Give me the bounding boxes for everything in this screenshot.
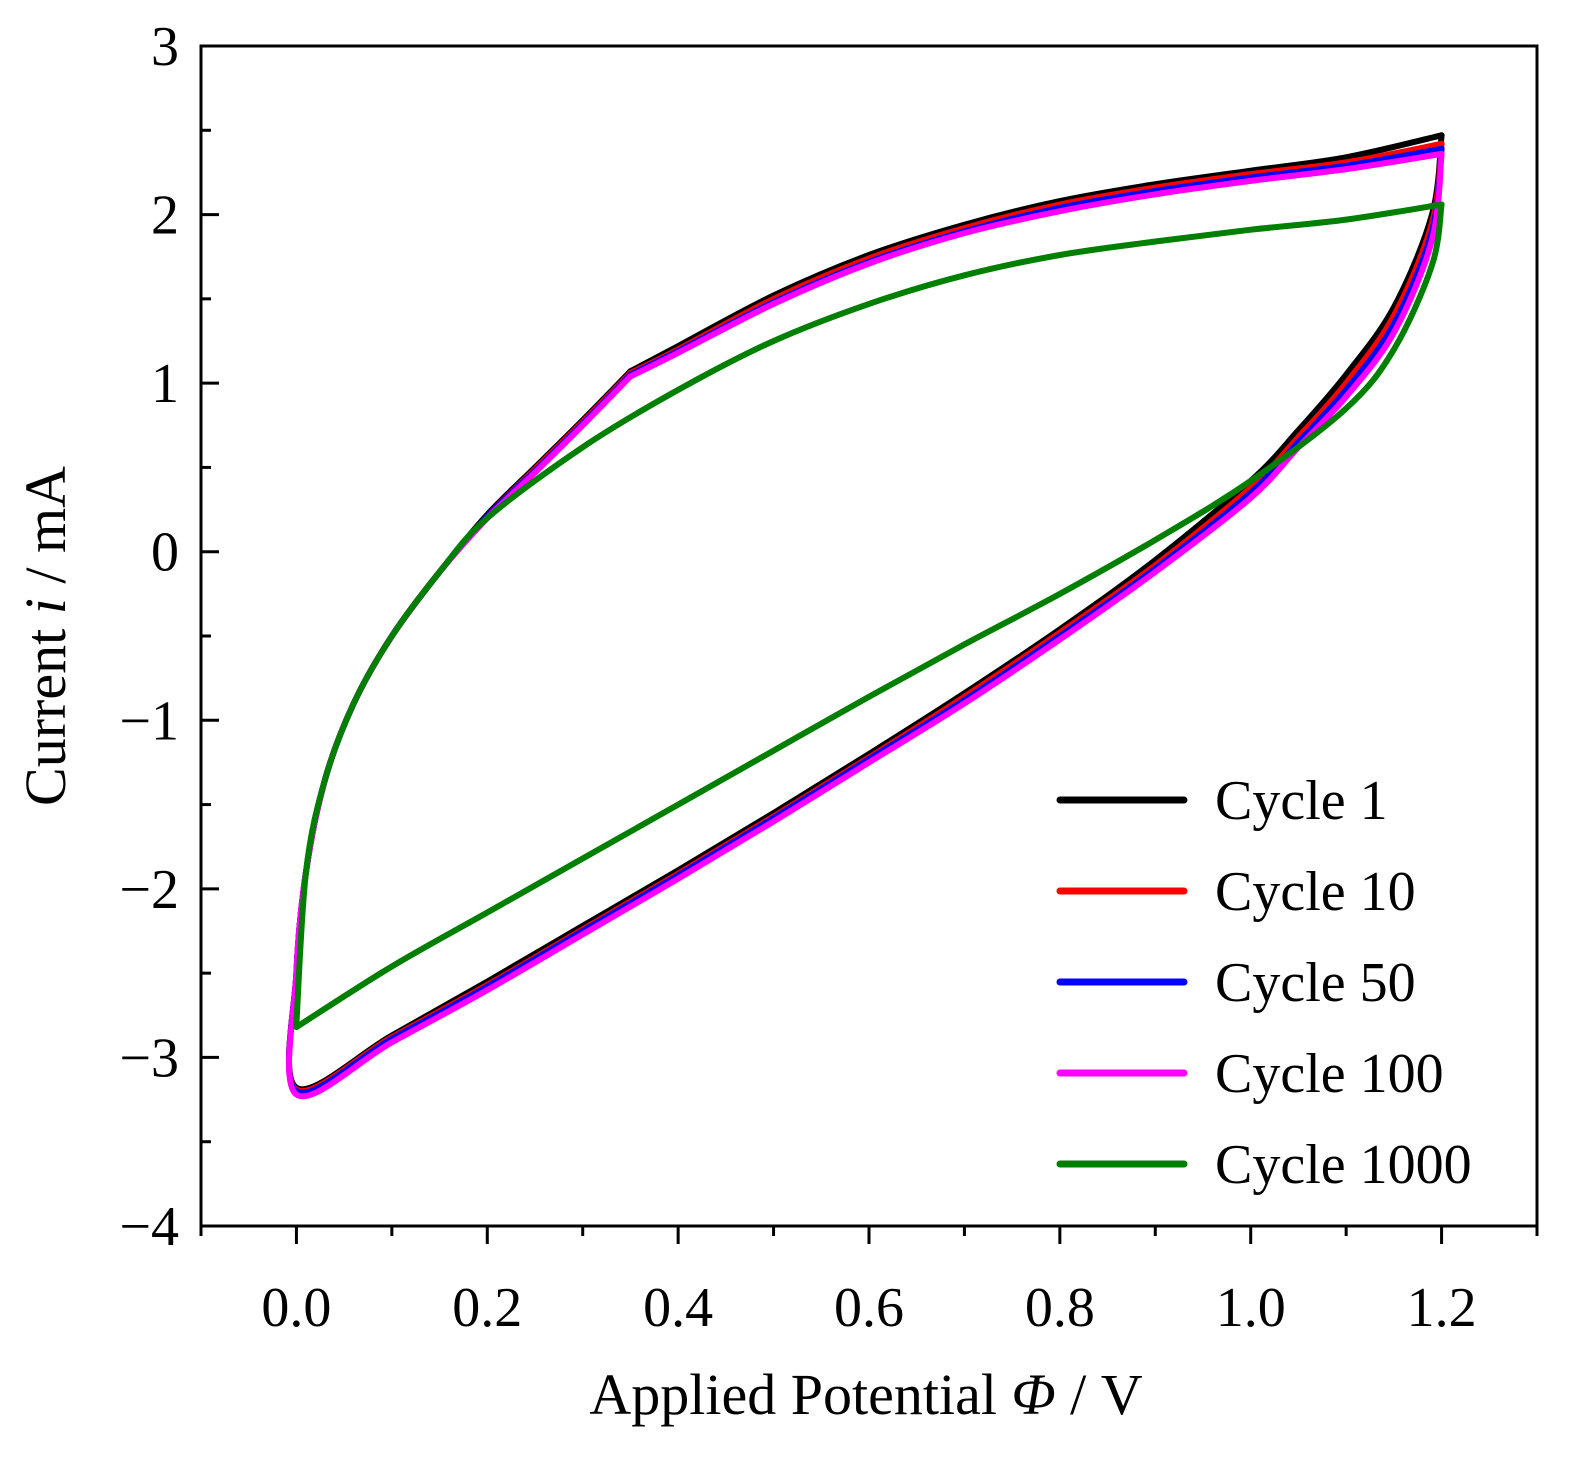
series-line-cycle-10-cathodic <box>285 140 1445 1095</box>
legend-label-cycle-50: Cycle 50 <box>1215 952 1416 1014</box>
legend: Cycle 1 Cycle 10 Cycle 50 Cycle 100 Cycle 10… <box>1056 770 1472 1196</box>
y-tick-label: 0 <box>151 522 179 584</box>
x-tick-label: 1.2 <box>1407 1277 1477 1339</box>
x-axis-title-prefix: Applied Potential <box>589 1362 1011 1427</box>
y-tick-label: 3 <box>151 16 179 78</box>
x-tick-label: 1.0 <box>1216 1277 1286 1339</box>
y-axis-title-suffix: / mA <box>13 466 78 598</box>
series-lines <box>285 132 1445 1100</box>
series-line-cycle-1000-cathodic <box>293 201 1445 1031</box>
y-tick-label: 2 <box>151 185 179 247</box>
y-axis-title-symbol: i <box>13 598 78 614</box>
x-tick-label: 0.4 <box>643 1277 713 1339</box>
y-axis-title-prefix: Current <box>13 614 78 806</box>
x-tick-label: 0.6 <box>834 1277 904 1339</box>
x-axis-title: Applied Potential Φ / V <box>589 1362 1142 1427</box>
legend-label-cycle-10: Cycle 10 <box>1215 861 1416 923</box>
legend-label-cycle-1: Cycle 1 <box>1215 770 1388 832</box>
axes: −4 −3 −2 −1 0 1 2 3 0.0 0.2 0.4 0.6 0.8 1.0 1.2 <box>119 16 1539 1339</box>
y-tick-label: −4 <box>119 1196 179 1258</box>
y-tick-label: −1 <box>119 690 179 752</box>
x-axis-title-suffix: / V <box>1056 1362 1143 1427</box>
x-tick-label: 0.2 <box>452 1277 522 1339</box>
series-line-cycle-100-anodic <box>627 150 1445 380</box>
x-axis-title-symbol: Φ <box>1011 1362 1055 1427</box>
y-tick-label: 1 <box>151 353 179 415</box>
y-tick-label: −2 <box>119 859 179 921</box>
series-line-cycle-1-cathodic <box>285 132 1445 1093</box>
series-line-cycle-1-anodic <box>627 132 1445 375</box>
legend-label-cycle-100: Cycle 100 <box>1215 1043 1444 1105</box>
legend-label-cycle-1000: Cycle 1000 <box>1215 1134 1472 1196</box>
y-tick-label: −3 <box>119 1027 179 1089</box>
series-line-cycle-1000-anodic <box>293 201 1445 1027</box>
x-tick-label: 0.8 <box>1025 1277 1095 1339</box>
x-tick-label: 0.0 <box>261 1277 331 1339</box>
y-axis-title: Current i / mA <box>13 466 78 806</box>
